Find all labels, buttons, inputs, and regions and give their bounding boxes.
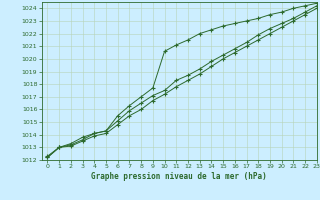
X-axis label: Graphe pression niveau de la mer (hPa): Graphe pression niveau de la mer (hPa) — [91, 172, 267, 181]
